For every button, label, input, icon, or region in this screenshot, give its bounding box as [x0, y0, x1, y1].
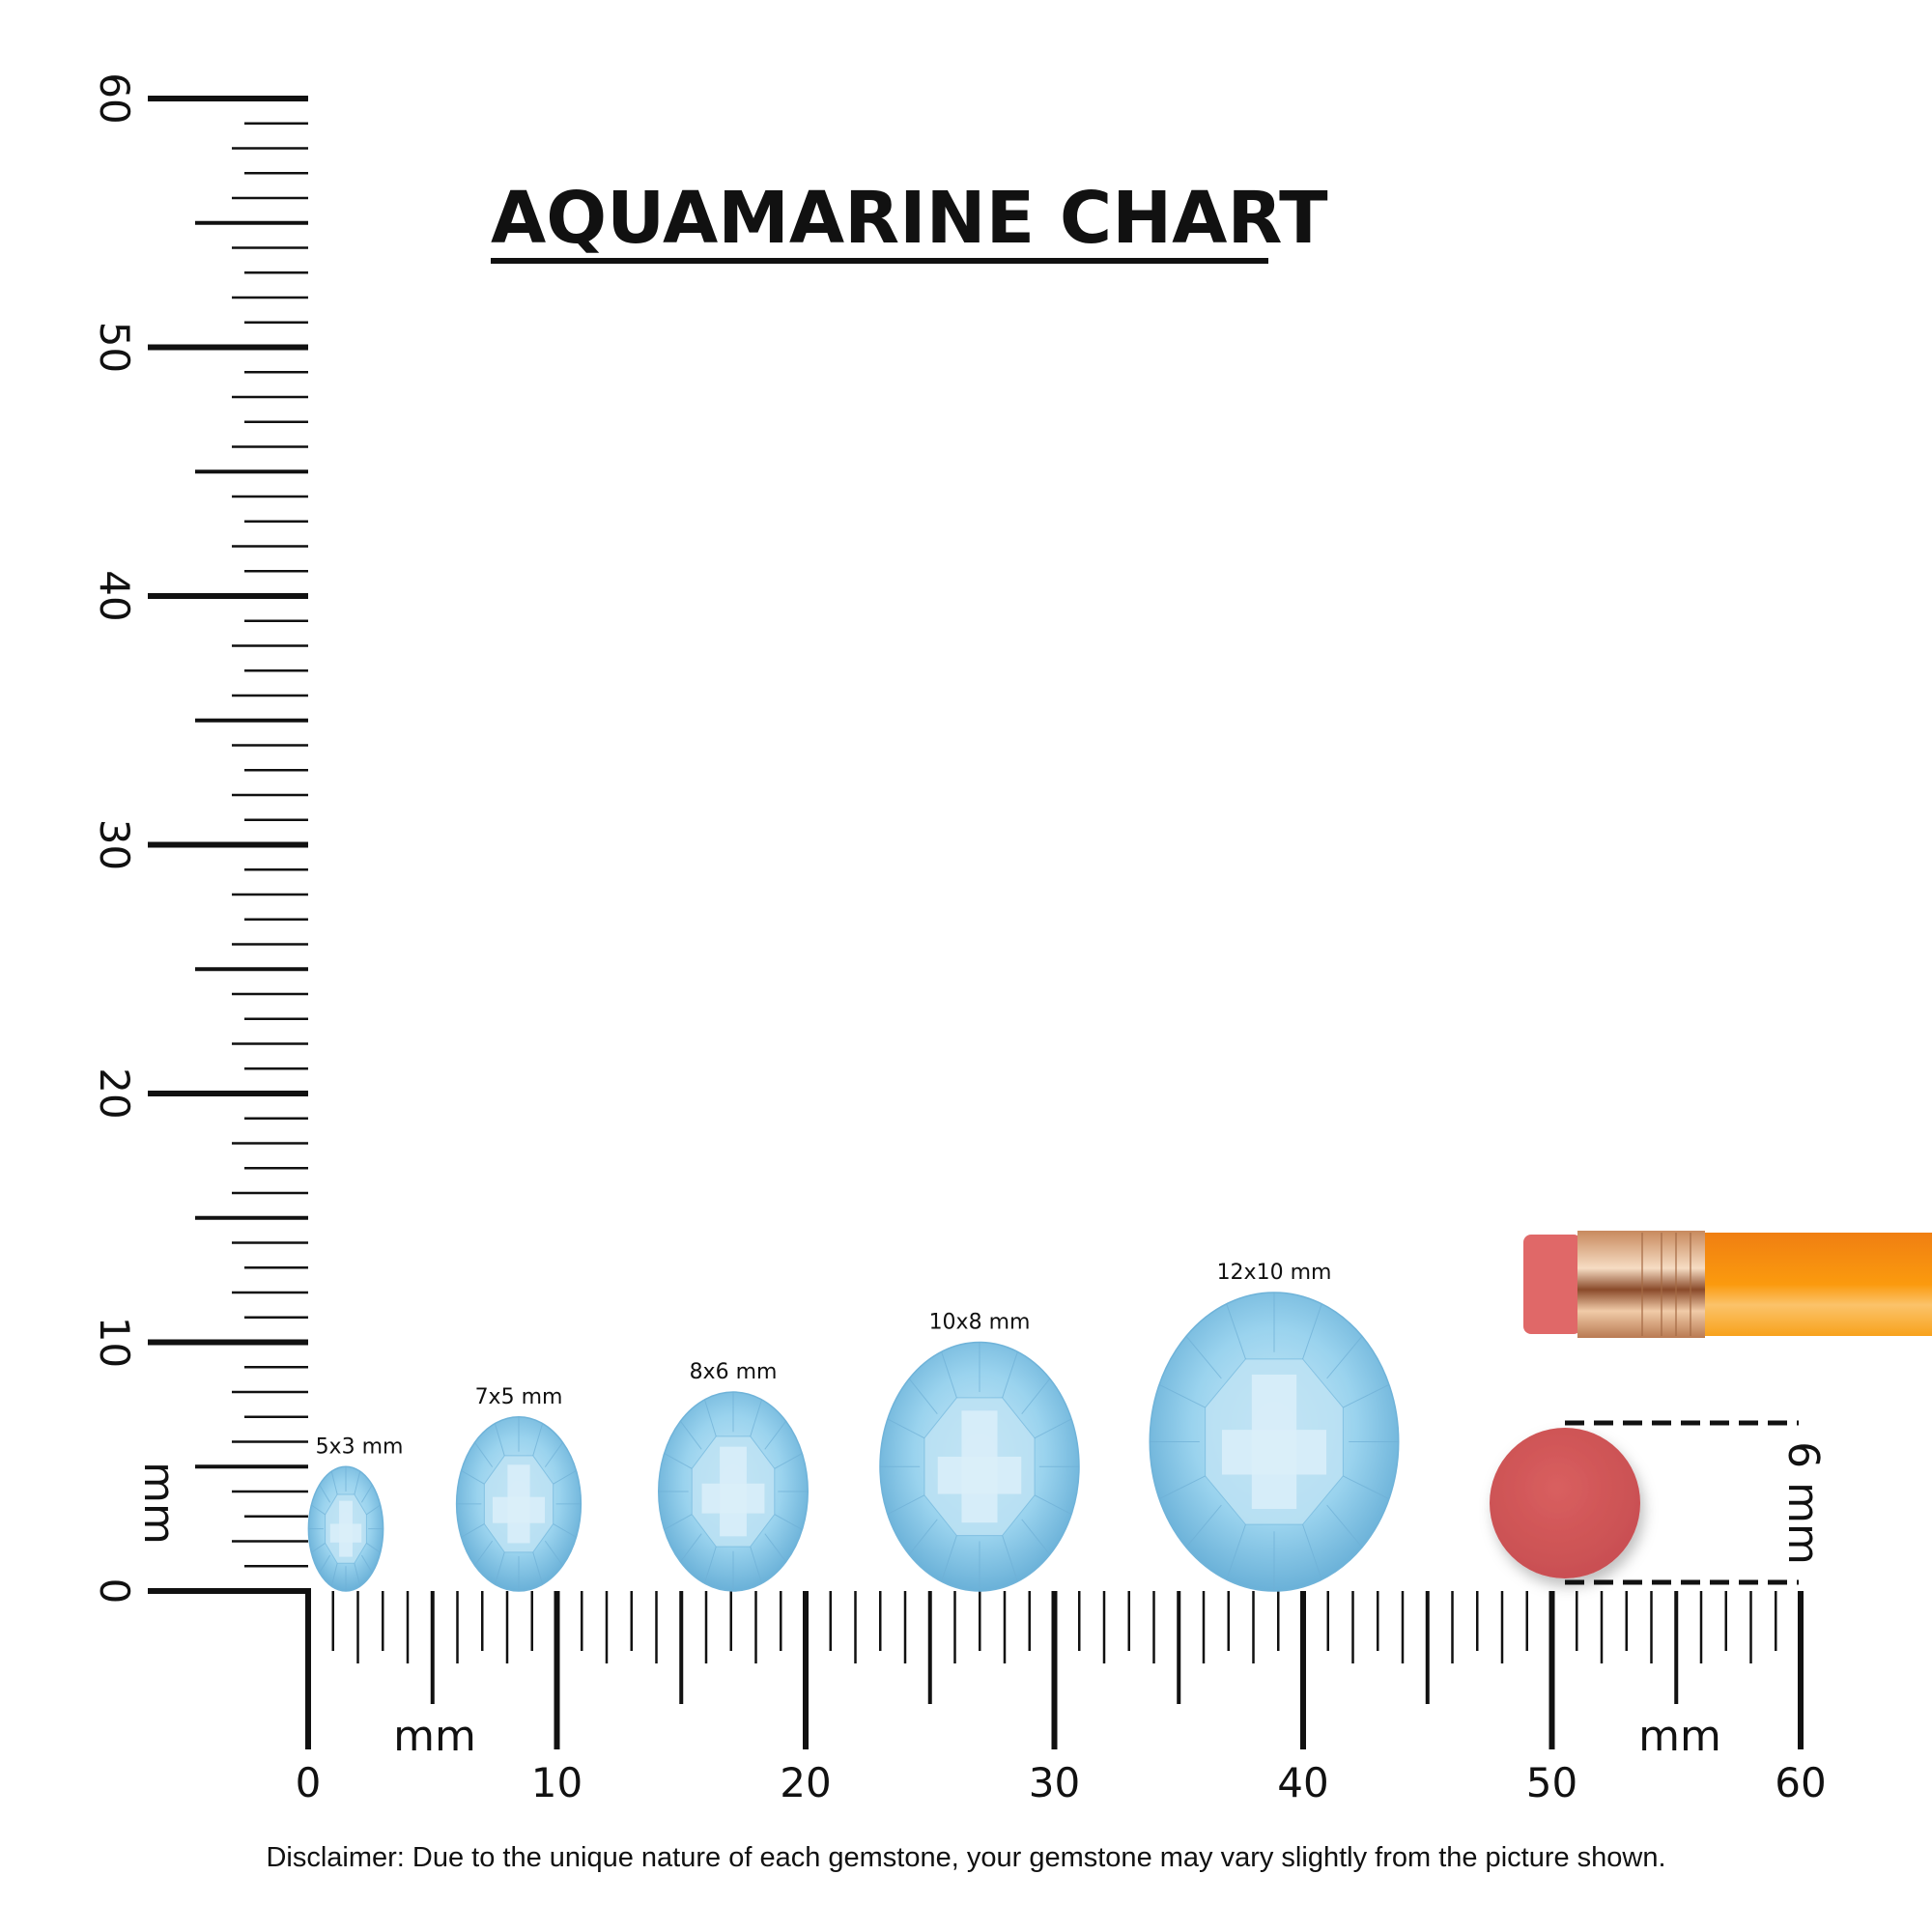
- vertical-tick-label: 60: [91, 72, 138, 124]
- gem-size-label: 12x10 mm: [1217, 1261, 1332, 1285]
- horizontal-tick-label: 60: [1775, 1759, 1826, 1806]
- gem-10x8-mm: 10x8 mm: [879, 1311, 1080, 1592]
- eraser-size-label: 6 mm: [1778, 1441, 1828, 1565]
- gem-size-label: 8x6 mm: [690, 1360, 778, 1384]
- vertical-tick-label: 50: [91, 322, 138, 373]
- horizontal-tick-label: 30: [1029, 1759, 1080, 1806]
- horizontal-tick-label: 20: [780, 1759, 831, 1806]
- vertical-tick-label: 30: [91, 819, 138, 870]
- vertical-unit-label: mm: [134, 1462, 184, 1545]
- pencil-eraser: [1523, 1235, 1581, 1334]
- gem-7x5-mm: 7x5 mm: [455, 1385, 582, 1592]
- horizontal-tick-label: 40: [1277, 1759, 1328, 1806]
- horizontal-unit-label-left: mm: [393, 1712, 476, 1761]
- chart-title: AQUAMARINE CHART: [491, 177, 1328, 260]
- horizontal-tick-label: 10: [531, 1759, 582, 1806]
- horizontal-unit-label-right: mm: [1638, 1712, 1721, 1761]
- vertical-tick-label: 20: [91, 1067, 138, 1119]
- vertical-tick-label: 40: [91, 570, 138, 621]
- gem-row: 5x3 mm 7x5 mm 8x6 mm 10x8 mm 12x10 mm: [307, 1261, 1400, 1592]
- gem-size-label: 5x3 mm: [316, 1435, 404, 1459]
- pencil-image: [1523, 1231, 1932, 1338]
- horizontal-tick-label: 50: [1526, 1759, 1577, 1806]
- vertical-tick-label: 0: [91, 1578, 138, 1605]
- horizontal-ruler: 0 10 20 30 40 50 60: [148, 1588, 1827, 1806]
- gem-8x6-mm: 8x6 mm: [658, 1360, 809, 1592]
- gem-5x3-mm: 5x3 mm: [307, 1435, 404, 1592]
- gem-12x10-mm: 12x10 mm: [1149, 1261, 1400, 1592]
- vertical-ruler: 0 10 20 30 40 50 60: [91, 72, 308, 1604]
- gem-size-label: 7x5 mm: [475, 1385, 563, 1409]
- gem-size-label: 10x8 mm: [929, 1311, 1031, 1335]
- eraser-reference-dot: [1490, 1428, 1640, 1578]
- title-underline: [491, 258, 1268, 264]
- horizontal-tick-label: 0: [296, 1759, 322, 1806]
- vertical-tick-label: 10: [91, 1317, 138, 1368]
- disclaimer-text: Disclaimer: Due to the unique nature of …: [266, 1842, 1665, 1873]
